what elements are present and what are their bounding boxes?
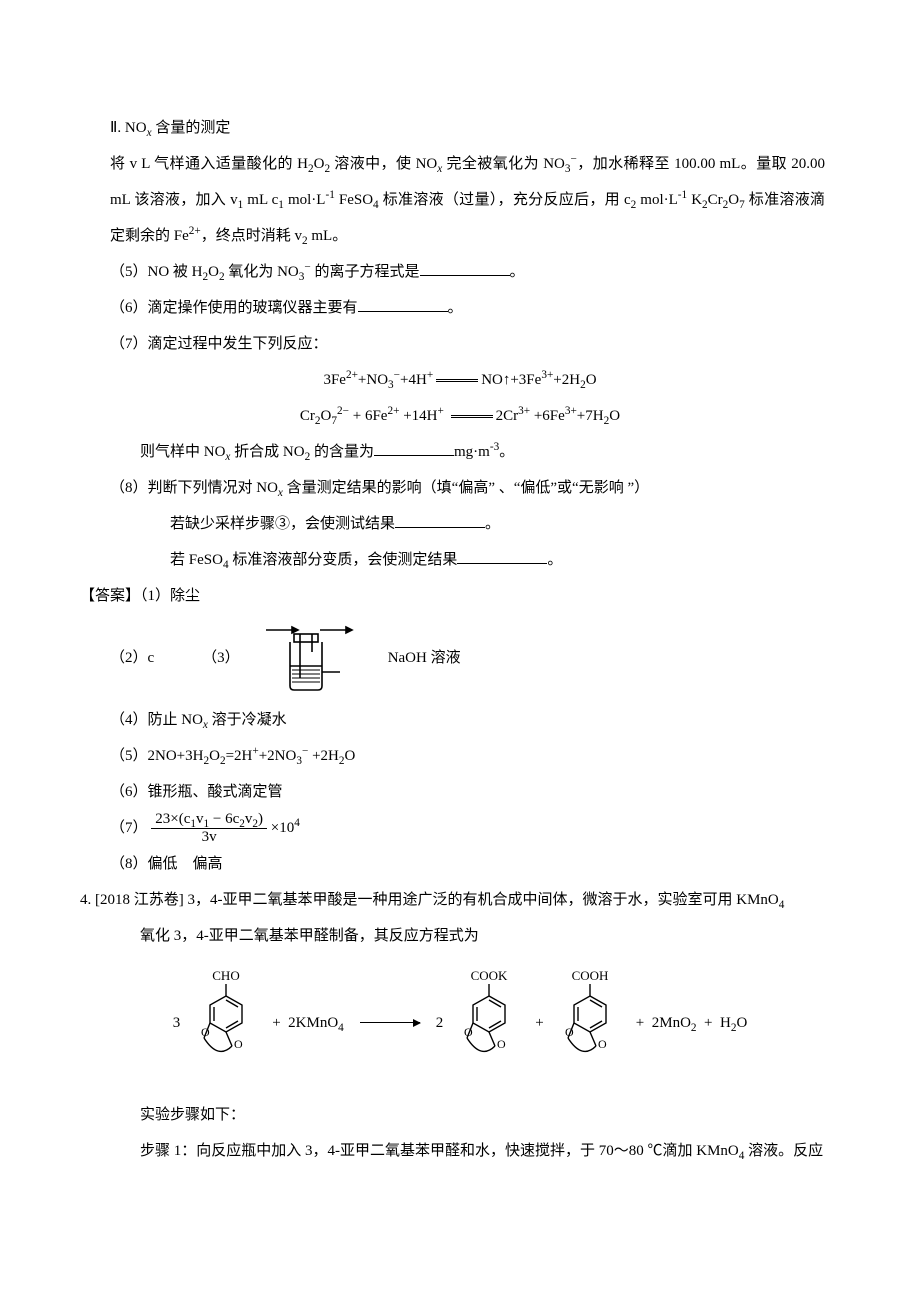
section2-heading: Ⅱ. NOx 含量的测定 (95, 110, 825, 146)
problem-4-stem-line2: 氧化 3，4-亚甲二氧基苯甲醛制备，其反应方程式为 (95, 918, 825, 954)
q6-tail: 。 (448, 300, 463, 316)
svg-text:COOK: COOK (471, 968, 508, 983)
svg-text:O: O (565, 1025, 574, 1039)
steps-heading: 实验步骤如下： (95, 1097, 825, 1133)
section2-intro: 将 v L 气样通入适量酸化的 H2O2 溶液中，使 NOx 完全被氧化为 NO… (95, 146, 825, 254)
reaction-equation: 3 CHO O O + 2KMnO4 2 COOK (95, 968, 825, 1077)
product-tail: + 2MnO2 + H2O (636, 1005, 748, 1041)
molecule-product-2: COOH O O (554, 968, 626, 1077)
equation-2: Cr2O72− + 6Fe2+ +14H+ 2Cr3+ +6Fe3++7H2O (95, 398, 825, 434)
blank-q5 (420, 260, 510, 277)
reaction-arrow-icon (360, 1022, 420, 1023)
fraction: 23×(c1v1 − 6c2v2) 3v (151, 811, 267, 847)
reactant-2: + 2KMnO4 (272, 1005, 344, 1041)
molecule-product-1: COOK O O (453, 968, 525, 1077)
step-1: 步骤 1：向反应瓶中加入 3，4-亚甲二氧基苯甲醛和水，快速搅拌，于 70～80… (95, 1133, 825, 1169)
question-7b: 则气样中 NOx 折合成 NO2 的含量为mg·m-3。 (95, 434, 825, 470)
eq-arrow-icon (436, 379, 478, 382)
svg-text:O: O (497, 1037, 506, 1051)
blank-q7b (374, 440, 454, 457)
bottle-label: NaOH 溶液 (388, 648, 461, 669)
answers-header: 【答案】（1）除尘 (80, 578, 825, 614)
question-5: （5）NO 被 H2O2 氧化为 NO3− 的离子方程式是。 (95, 254, 825, 290)
svg-text:CHO: CHO (212, 968, 239, 983)
coef-r1: 3 (173, 1005, 181, 1041)
blank-q6 (358, 296, 448, 313)
coef-p1: 2 (436, 1005, 444, 1041)
molecule-reactant-1: CHO O O (190, 968, 262, 1077)
svg-text:O: O (201, 1025, 210, 1039)
question-8: （8）判断下列情况对 NOx 含量测定结果的影响（填“偏高” 、“偏低”或“无影… (95, 470, 825, 506)
q8b-tail: 。 (547, 552, 562, 568)
answer-2-3-row: （2）c （3） (95, 622, 825, 694)
frac-den: 3v (151, 829, 267, 846)
a7-label: （7） (110, 820, 148, 836)
plus-1: + (535, 1005, 543, 1041)
q6-text: （6）滴定操作使用的玻璃仪器主要有 (110, 300, 358, 316)
svg-text:O: O (234, 1037, 243, 1051)
svg-text:O: O (598, 1037, 607, 1051)
answer-5: （5）2NO+3H2O2=2H++2NO3− +2H2O (95, 738, 825, 774)
gas-washing-bottle-icon (254, 622, 374, 694)
equation-1: 3Fe2++NO3−+4H+NO↑+3Fe3++2H2O (95, 362, 825, 398)
answer-8: （8）偏低 偏高 (95, 846, 825, 882)
svg-text:COOH: COOH (571, 968, 608, 983)
blank-q8b (457, 548, 547, 565)
question-6: （6）滴定操作使用的玻璃仪器主要有 。 (95, 290, 825, 326)
answer-4: （4）防止 NOx 溶于冷凝水 (95, 702, 825, 738)
eq-arrow-icon (451, 415, 493, 418)
q5-tail: 。 (510, 264, 525, 280)
frac-num: 23×(c1v1 − 6c2v2) (151, 811, 267, 829)
question-7: （7）滴定过程中发生下列反应： (95, 326, 825, 362)
answer-7: （7） 23×(c1v1 − 6c2v2) 3v ×104 (95, 810, 825, 846)
question-8a: 若缺少采样步骤③，会使测试结果 。 (95, 506, 825, 542)
answer-2: （2）c (110, 648, 154, 669)
question-8b: 若 FeSO4 标准溶液部分变质，会使测定结果。 (95, 542, 825, 578)
svg-text:O: O (464, 1025, 473, 1039)
q8a-text: 若缺少采样步骤③，会使测试结果 (170, 516, 395, 532)
answer-6: （6）锥形瓶、酸式滴定管 (95, 774, 825, 810)
answer-3-label: （3） (202, 648, 240, 669)
q8a-tail: 。 (485, 516, 500, 532)
problem-4-stem: 4. [2018 江苏卷] 3，4-亚甲二氧基苯甲酸是一种用途广泛的有机合成中间… (80, 882, 825, 918)
blank-q8a (395, 512, 485, 529)
a7-tail: ×104 (271, 820, 300, 836)
